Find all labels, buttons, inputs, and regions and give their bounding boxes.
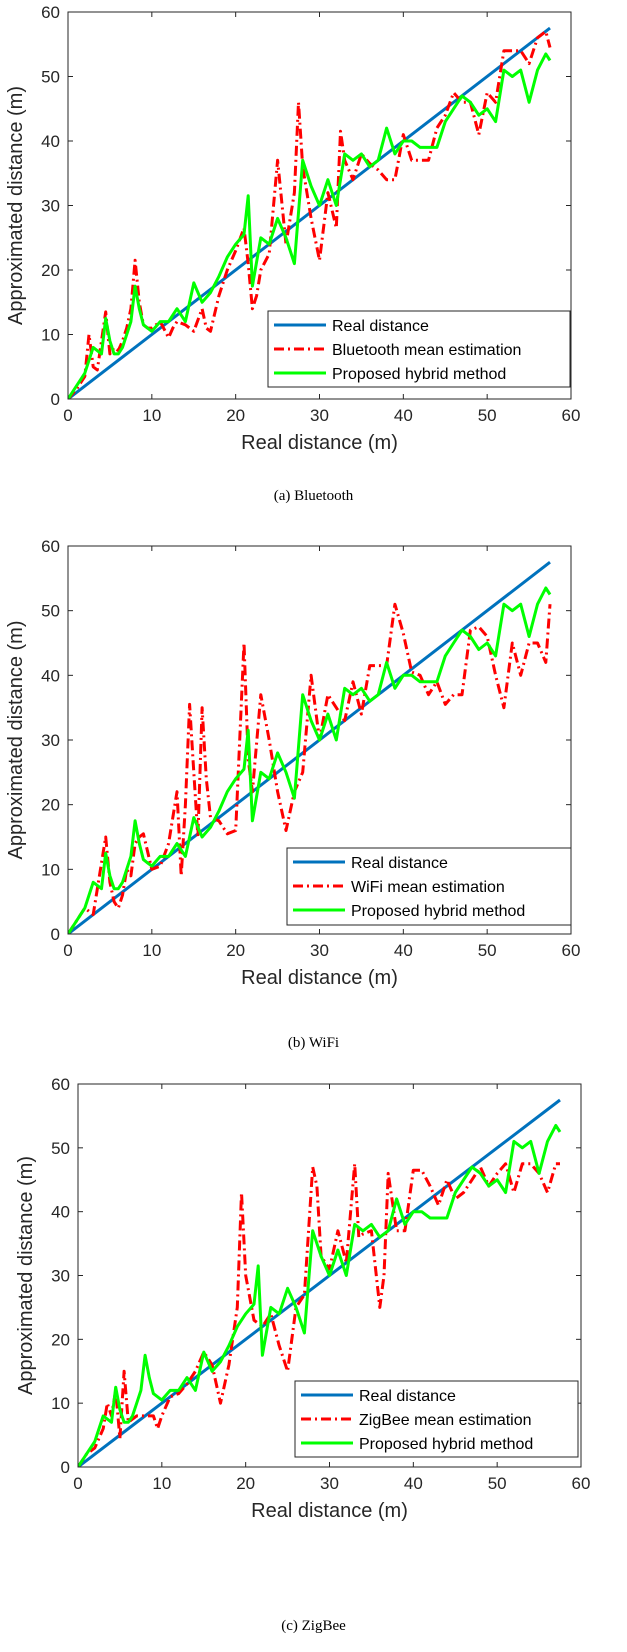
x-tick-label: 20 <box>226 406 245 425</box>
legend-entry-2: Proposed hybrid method <box>359 1436 533 1453</box>
chart-bluetooth: 0 10 20 30 40 50 60 0 10 20 30 40 50 60 Real distance … <box>5 3 581 454</box>
legend-entry-2: Proposed hybrid method <box>332 366 506 383</box>
series-line-2 <box>68 52 552 399</box>
legend-entry-1: WiFi mean estimation <box>351 879 505 896</box>
legend: Real distance ZigBee mean estimation Propo… <box>294 1380 579 1458</box>
x-tick-label: 40 <box>404 1474 423 1493</box>
x-tick-label: 10 <box>142 941 161 960</box>
chart-wifi: 0 10 20 30 40 50 60 0 10 20 30 40 50 60 Real distance … <box>5 537 581 989</box>
x-tick-label: 0 <box>63 406 72 425</box>
legend: Real distance Bluetooth mean estimation Pr… <box>267 310 571 388</box>
y-tick-label: 10 <box>41 860 60 879</box>
legend-entry-1: Bluetooth mean estimation <box>332 342 521 359</box>
y-tick-label: 50 <box>51 1139 70 1158</box>
x-tick-label: 60 <box>572 1474 591 1493</box>
y-tick-label: 20 <box>41 796 60 815</box>
y-tick-label: 0 <box>61 1458 70 1477</box>
x-tick-label: 50 <box>478 406 497 425</box>
series-group <box>78 1098 562 1467</box>
x-tick-label: 30 <box>310 406 329 425</box>
y-tick-label: 40 <box>41 132 60 151</box>
legend-entry-0: Real distance <box>351 855 448 872</box>
y-tick-label: 30 <box>41 731 60 750</box>
x-tick-label: 40 <box>394 406 413 425</box>
series-line-2 <box>78 1124 562 1467</box>
x-tick-label: 30 <box>310 941 329 960</box>
x-tick-label: 0 <box>63 941 72 960</box>
y-axis-label: Approximated distance (m) <box>15 1156 37 1395</box>
legend-entry-0: Real distance <box>359 1388 456 1405</box>
x-axis-label: Real distance (m) <box>241 967 398 989</box>
x-tick-label: 10 <box>142 406 161 425</box>
series-line-0 <box>78 1098 561 1467</box>
x-tick-label: 40 <box>394 941 413 960</box>
y-tick-label: 50 <box>41 68 60 87</box>
chart-panel-bluetooth: 0 10 20 30 40 50 60 0 10 20 30 40 50 60 Real distance … <box>0 0 627 520</box>
caption-wifi: (b) WiFi <box>287 1035 340 1051</box>
y-tick-label: 20 <box>51 1330 70 1349</box>
legend-entry-0: Real distance <box>332 318 429 335</box>
series-line-1 <box>78 1162 560 1467</box>
series-line-0 <box>68 561 551 934</box>
y-tick-label: 30 <box>41 197 60 216</box>
chart-panel-wifi: 0 10 20 30 40 50 60 0 10 20 30 40 50 60 Real distance … <box>0 537 627 1080</box>
series-group <box>68 561 552 934</box>
legend-entry-2: Proposed hybrid method <box>351 903 525 920</box>
y-tick-label: 40 <box>41 666 60 685</box>
x-tick-label: 30 <box>320 1474 339 1493</box>
y-tick-label: 60 <box>51 1075 70 1094</box>
y-tick-label: 50 <box>41 602 60 621</box>
y-tick-label: 10 <box>51 1394 70 1413</box>
x-tick-label: 50 <box>488 1474 507 1493</box>
y-tick-label: 30 <box>51 1267 70 1286</box>
caption-bluetooth: (a) Bluetooth <box>273 488 354 504</box>
series-line-2 <box>68 586 552 934</box>
y-tick-label: 0 <box>51 390 60 409</box>
series-line-1 <box>68 602 552 934</box>
x-tick-label: 0 <box>73 1474 82 1493</box>
y-tick-label: 60 <box>41 3 60 22</box>
x-tick-label: 10 <box>152 1474 171 1493</box>
x-axis-label: Real distance (m) <box>241 432 398 454</box>
chart-zigbee: 0 10 20 30 40 50 60 0 10 20 30 40 50 60 Real distance … <box>15 1075 591 1522</box>
y-axis-label: Approximated distance (m) <box>5 621 27 860</box>
y-tick-label: 40 <box>51 1203 70 1222</box>
chart-panel-zigbee: 0 10 20 30 40 50 60 0 10 20 30 40 50 60 Real distance … <box>0 1075 627 1652</box>
y-tick-label: 60 <box>41 537 60 556</box>
y-tick-label: 10 <box>41 326 60 345</box>
x-tick-label: 20 <box>226 941 245 960</box>
x-tick-label: 50 <box>478 941 497 960</box>
series-group <box>68 26 552 399</box>
legend: Real distance WiFi mean estimation Propose… <box>286 847 572 926</box>
y-tick-label: 0 <box>51 925 60 944</box>
x-tick-label: 20 <box>236 1474 255 1493</box>
x-axis-label: Real distance (m) <box>251 1500 408 1522</box>
y-axis-label: Approximated distance (m) <box>5 86 27 325</box>
x-tick-label: 60 <box>562 941 581 960</box>
caption-zigbee: (c) ZigBee <box>281 1618 346 1634</box>
legend-entry-1: ZigBee mean estimation <box>359 1412 532 1429</box>
y-tick-label: 20 <box>41 261 60 280</box>
series-line-1 <box>68 29 552 399</box>
x-tick-label: 60 <box>562 406 581 425</box>
